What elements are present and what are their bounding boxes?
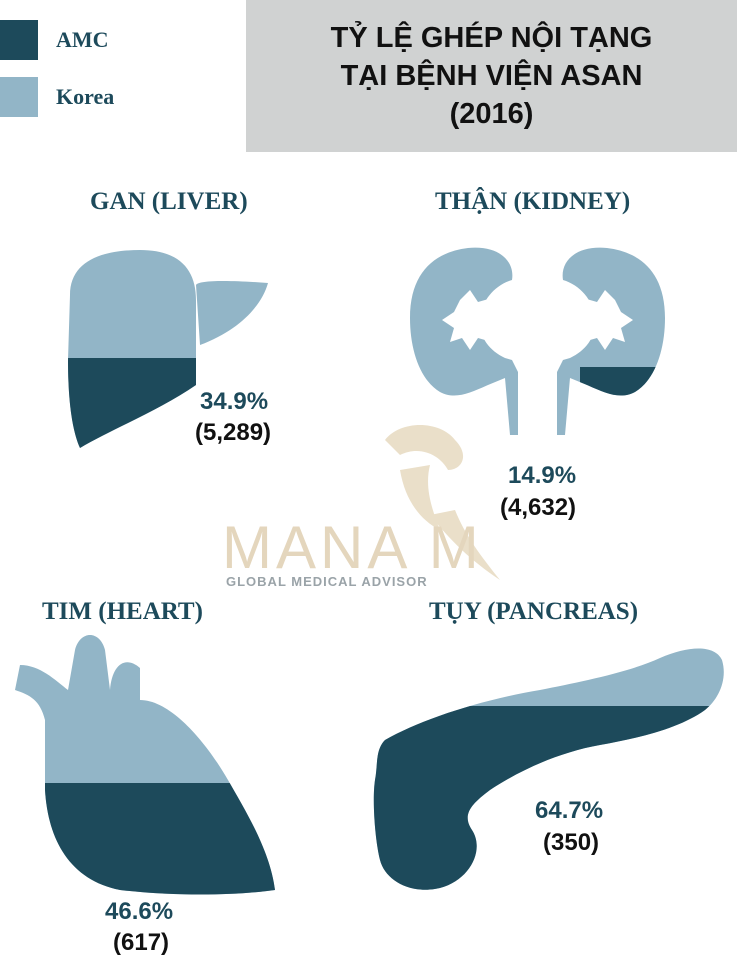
title-line-1: TỶ LỆ GHÉP NỘI TẠNG xyxy=(330,22,653,54)
count-pancreas: (350) xyxy=(543,829,600,856)
watermark-brand: MANA M xyxy=(222,514,483,581)
label-heart: TIM (HEART) xyxy=(42,598,203,625)
count-liver: (5,289) xyxy=(195,419,272,446)
title-line-2: TẠI BỆNH VIỆN ASAN xyxy=(340,60,643,92)
heart-shape xyxy=(15,635,275,895)
percent-heart: 46.6% xyxy=(105,898,174,925)
label-pancreas: TỤY (PANCREAS) xyxy=(429,598,639,625)
watermark-emblem xyxy=(385,425,500,580)
kidney-pelvis-right xyxy=(575,290,633,350)
title-line-3: (2016) xyxy=(449,98,534,130)
count-heart: (617) xyxy=(113,929,170,956)
percent-kidney: 14.9% xyxy=(508,462,577,489)
percent-liver: 34.9% xyxy=(200,388,269,415)
label-liver: GAN (LIVER) xyxy=(90,188,248,215)
title-box: TỶ LỆ GHÉP NỘI TẠNG TẠI BỆNH VIỆN ASAN (… xyxy=(246,0,737,152)
pancreas-shape xyxy=(373,648,724,890)
legend-label-amc: AMC xyxy=(56,27,109,52)
kidney-pelvis-left xyxy=(442,290,500,350)
legend-swatch-amc xyxy=(0,20,38,60)
count-kidney: (4,632) xyxy=(500,494,577,521)
percent-pancreas: 64.7% xyxy=(535,797,604,824)
legend-label-korea: Korea xyxy=(56,84,115,109)
kidney-shape xyxy=(410,247,665,435)
legend-swatch-korea xyxy=(0,77,38,117)
label-kidney: THẬN (KIDNEY) xyxy=(435,188,631,215)
watermark-tagline: GLOBAL MEDICAL ADVISOR xyxy=(226,574,428,589)
